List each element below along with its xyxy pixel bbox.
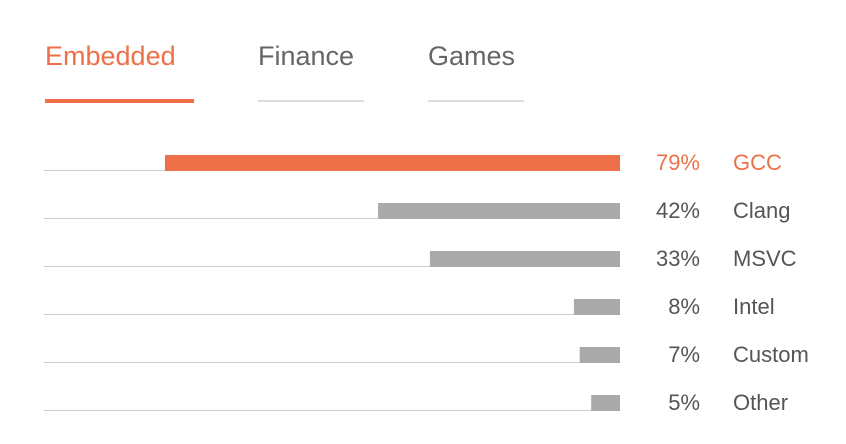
- bar-gcc: [164, 155, 620, 171]
- category-label: Intel: [733, 294, 775, 319]
- bar-intel: [573, 299, 620, 315]
- bar-clang: [378, 203, 620, 219]
- category-label: Other: [733, 390, 789, 415]
- tab-finance[interactable]: Finance: [258, 38, 364, 102]
- compiler-usage-chart: 79% GCC 42% Clang 33% MSVC 8% Intel 7% Custom 5% Ot…: [0, 110, 846, 430]
- tab-underline: [258, 100, 364, 102]
- tab-underline: [45, 99, 194, 103]
- tab-embedded[interactable]: Embedded: [45, 38, 194, 103]
- category-label: Clang: [733, 198, 791, 223]
- value-label: 7%: [668, 342, 700, 367]
- bar-custom: [579, 347, 620, 363]
- bar-other: [591, 395, 620, 411]
- tab-underline: [428, 100, 524, 102]
- value-label: 42%: [655, 198, 700, 223]
- tab-label: Embedded: [45, 41, 176, 71]
- bar-chart-canvas: [44, 155, 620, 411]
- category-label: GCC: [733, 150, 782, 175]
- tab-bar: Embedded Finance Games: [0, 0, 846, 110]
- tab-label: Games: [428, 41, 516, 71]
- value-label: 33%: [655, 246, 700, 271]
- category-label: MSVC: [733, 246, 797, 271]
- tab-label: Finance: [258, 41, 355, 71]
- bar-msvc: [429, 251, 620, 267]
- value-label: 5%: [668, 390, 700, 415]
- tab-games[interactable]: Games: [428, 38, 524, 102]
- category-label: Custom: [733, 342, 809, 367]
- value-label: 8%: [668, 294, 700, 319]
- value-label: 79%: [655, 150, 700, 175]
